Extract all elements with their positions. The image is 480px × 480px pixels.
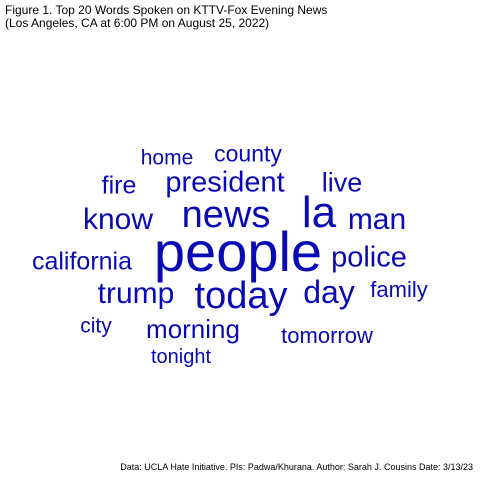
word-police: police — [331, 241, 407, 274]
word-today: today — [194, 275, 288, 317]
word-tonight: tonight — [150, 346, 212, 368]
word-man: man — [347, 203, 407, 236]
figure-title: Figure 1. Top 20 Words Spoken on KTTV-Fo… — [5, 4, 327, 30]
word-trump: trump — [97, 277, 175, 310]
word-county: county — [214, 140, 282, 167]
word-home: home — [140, 146, 194, 170]
word-people: people — [153, 220, 323, 283]
word-family: family — [370, 277, 428, 302]
word-know: know — [82, 203, 154, 236]
word-live: live — [321, 167, 363, 198]
word-news: news — [181, 194, 271, 236]
figure-title-line-2: (Los Angeles, CA at 6:00 PM on August 25… — [5, 16, 270, 30]
word-city: city — [80, 314, 112, 338]
word-la: la — [301, 188, 337, 237]
word-day: day — [303, 274, 355, 310]
word-president: president — [165, 166, 285, 199]
word-tomorrow: tomorrow — [281, 323, 373, 348]
figure-title-line-1: Figure 1. Top 20 Words Spoken on KTTV-Fo… — [5, 3, 328, 17]
figure-caption: Data: UCLA Hate Initiative. PIs: Padwa/K… — [120, 462, 473, 472]
word-fire: fire — [101, 171, 137, 200]
word-california: california — [31, 247, 133, 276]
word-morning: morning — [146, 314, 240, 344]
